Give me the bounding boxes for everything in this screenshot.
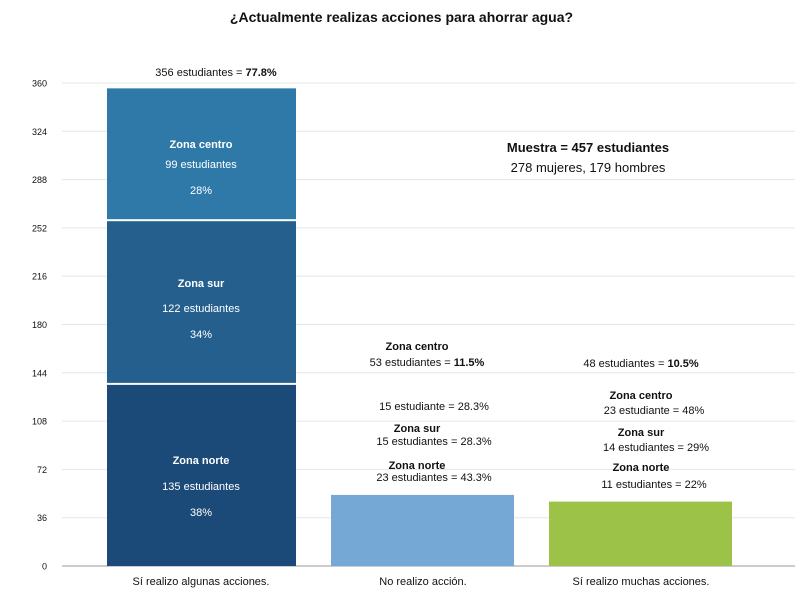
bar2-total: 53 estudiantes = 11.5% — [370, 357, 485, 369]
y-tick-label: 36 — [37, 513, 47, 523]
bar1-total: 356 estudiantes = 77.8% — [155, 67, 276, 79]
y-tick-label: 324 — [32, 127, 47, 137]
bar1-total-text: 356 estudiantes = — [155, 67, 246, 79]
bar3-centro-line: 23 estudiante = 48% — [603, 405, 705, 417]
bar1-norte-name: Zona norte — [172, 455, 230, 467]
y-tick-label: 144 — [32, 368, 47, 378]
bar1-norte-pct: 38% — [189, 507, 213, 519]
bar1-norte-count: 135 estudiantes — [162, 481, 240, 493]
y-tick-label: 72 — [37, 465, 47, 475]
bar2-norte-name: Zona norte — [388, 460, 446, 472]
y-tick-label: 108 — [32, 417, 47, 427]
sample-title: Muestra = 457 estudiantes — [506, 140, 670, 155]
bar3-total-pct: 10.5% — [667, 358, 699, 370]
bar2-sur-name: Zona sur — [393, 423, 441, 435]
y-tick-label: 180 — [32, 320, 47, 330]
bar1-sur-pct: 34% — [189, 329, 213, 341]
x-tick-label: Sí realizo muchas acciones. — [572, 576, 710, 588]
bar3-sur-name: Zona sur — [617, 427, 665, 439]
bar-zona-sur — [107, 221, 296, 383]
bar3-total: 48 estudiantes = 10.5% — [583, 358, 698, 370]
bar-zona-norte — [331, 494, 514, 566]
bar1-centro-name: Zona centro — [169, 139, 233, 151]
bar1-centro-pct: 28% — [189, 185, 213, 197]
y-tick-label: 360 — [32, 79, 47, 89]
bar2-head: Zona centro — [385, 341, 449, 353]
x-tick-label: Sí realizo algunas acciones. — [132, 576, 270, 588]
bar2-norte-line: 23 estudiantes = 43.3% — [376, 472, 492, 484]
bar-zona-centro — [107, 88, 296, 220]
bar3-norte-name: Zona norte — [612, 462, 670, 474]
bar3-total-text: 48 estudiantes = — [583, 358, 668, 370]
bar3-centro-name: Zona centro — [609, 390, 673, 402]
bar1-sur-count: 122 estudiantes — [162, 303, 240, 315]
bar-zona-norte — [107, 384, 296, 566]
sample-sub: 278 mujeres, 179 hombres — [510, 160, 666, 175]
bar3-sur-line: 14 estudiantes = 29% — [602, 442, 710, 454]
x-tick-label: No realizo acción. — [379, 576, 467, 588]
y-tick-label: 288 — [32, 175, 47, 185]
bar2-centro-line: 15 estudiante = 28.3% — [379, 401, 489, 413]
bar-zona-norte — [549, 501, 732, 566]
chart-title: ¿Actualmente realizas acciones para ahor… — [229, 9, 574, 25]
bar2-total-text: 53 estudiantes = — [369, 357, 454, 369]
y-tick-label: 252 — [32, 223, 47, 233]
bar2-sur-line: 15 estudiantes = 28.3% — [376, 436, 492, 448]
bar2-total-pct: 11.5% — [453, 357, 485, 369]
bar1-total-pct: 77.8% — [245, 67, 277, 79]
bar1-centro-count: 99 estudiantes — [165, 159, 237, 171]
y-tick-label: 216 — [32, 272, 47, 282]
bar1-sur-name: Zona sur — [177, 278, 225, 290]
bar3-norte-line: 11 estudiantes = 22% — [601, 479, 707, 491]
y-tick-label: 0 — [42, 562, 47, 572]
